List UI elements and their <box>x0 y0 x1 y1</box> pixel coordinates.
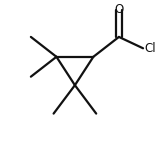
Text: O: O <box>114 3 123 16</box>
Text: Cl: Cl <box>144 42 156 55</box>
